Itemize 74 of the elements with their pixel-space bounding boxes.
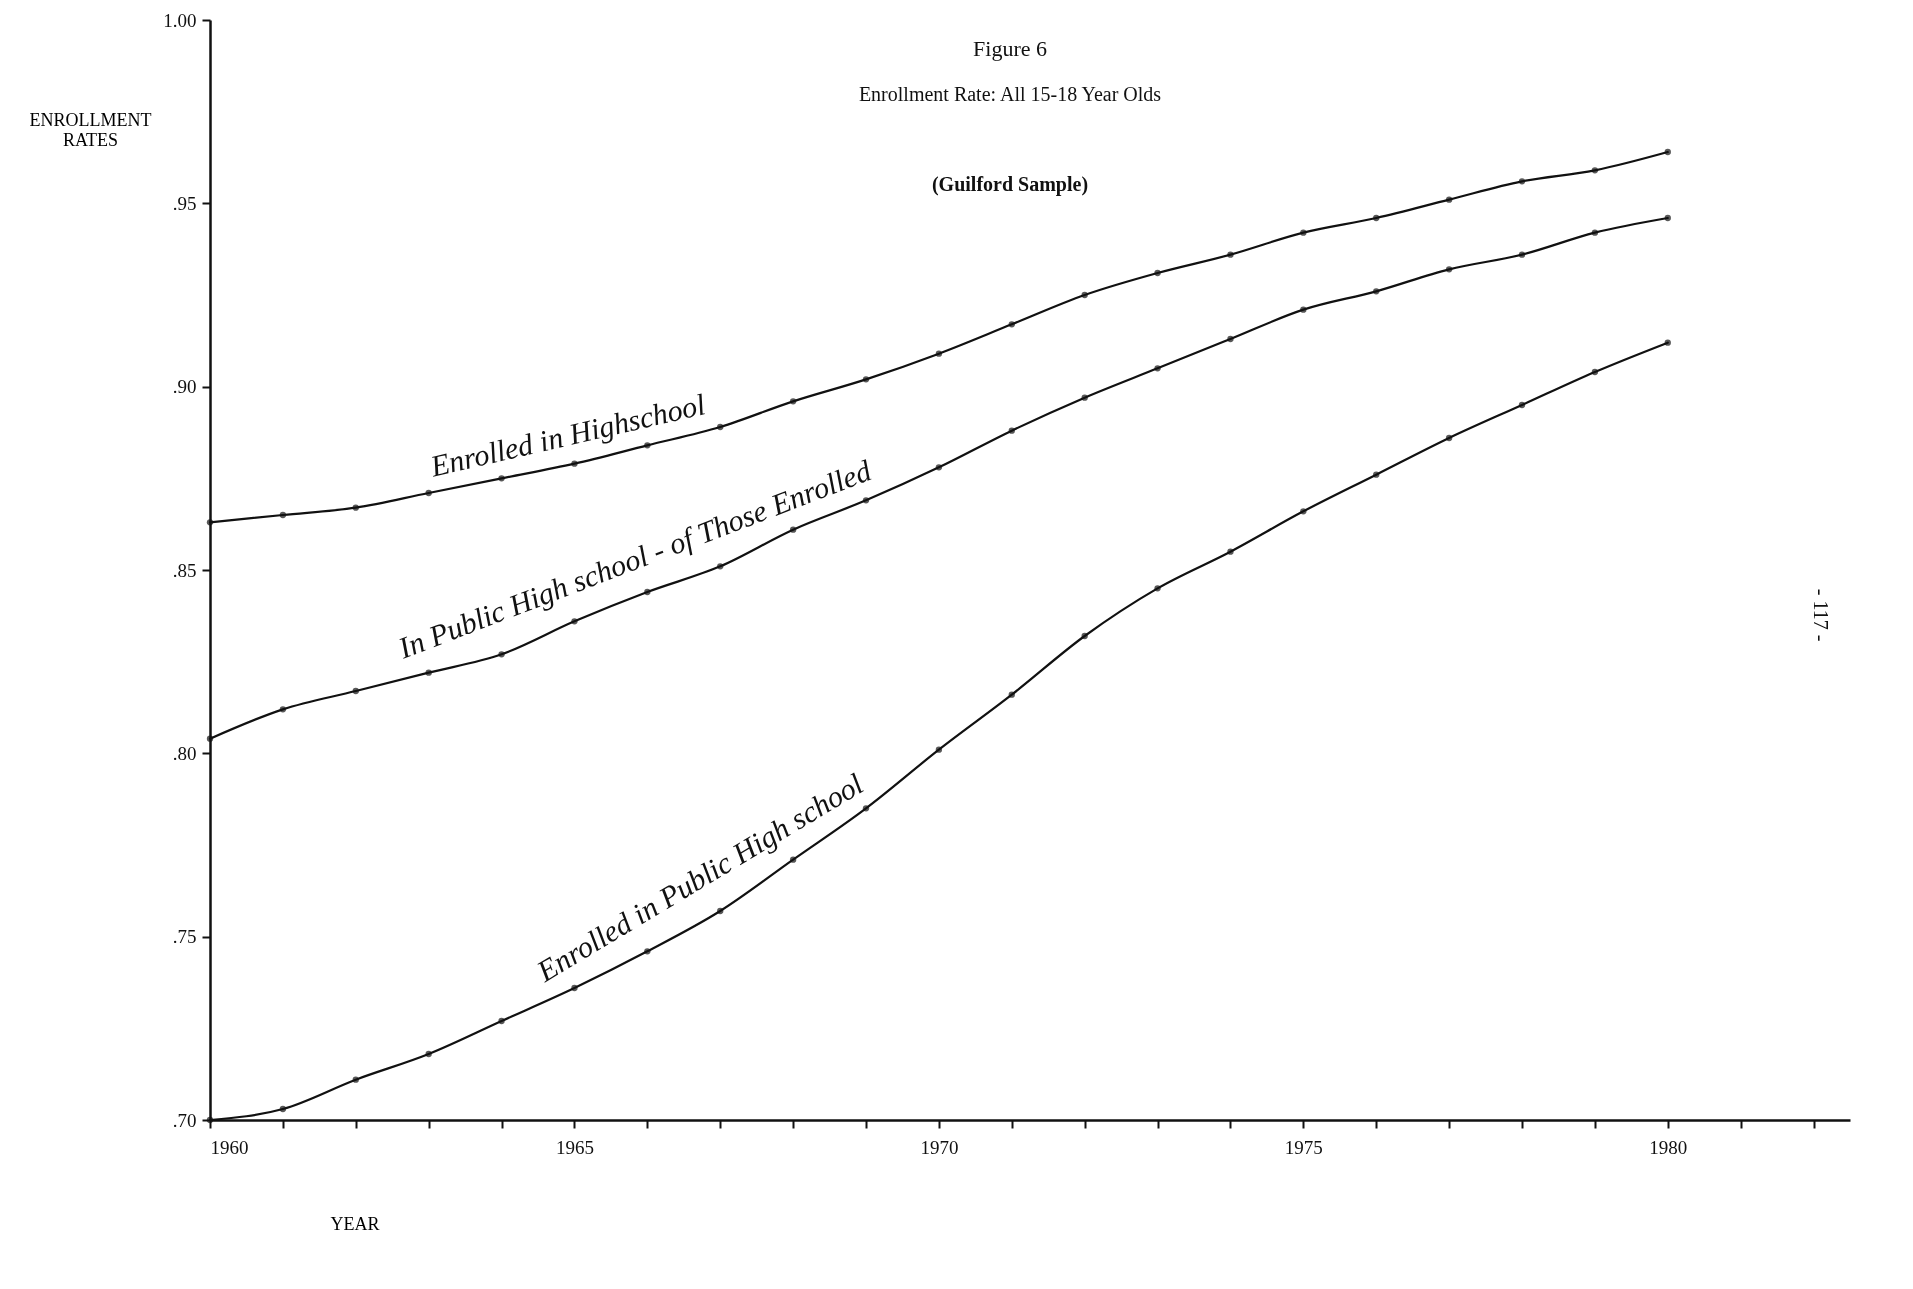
point: [425, 489, 432, 497]
point: [1591, 167, 1599, 174]
point: [1008, 427, 1015, 434]
point: [1664, 148, 1671, 156]
point: [1227, 335, 1234, 343]
point: [717, 423, 724, 431]
point: [279, 511, 287, 519]
point: [1445, 434, 1453, 442]
x-tick-label: 1965: [555, 1136, 594, 1158]
text: Figure 6: [973, 36, 1047, 61]
y-tick-label: .85: [172, 559, 197, 581]
point: [644, 948, 651, 955]
point: [1154, 365, 1161, 372]
point: [789, 398, 797, 405]
point: [1445, 266, 1453, 273]
y-tick-label: .80: [172, 742, 197, 764]
point: [206, 519, 214, 526]
point: [1008, 691, 1015, 698]
y-tick-label: .70: [172, 1109, 197, 1131]
point: [1664, 339, 1671, 346]
y-axis-title: ENROLLMENT RATES: [29, 109, 152, 150]
point: [1664, 214, 1671, 222]
point: [425, 1050, 432, 1058]
point: [1518, 251, 1526, 258]
point: [935, 746, 943, 753]
point: [1227, 251, 1234, 258]
point: [1518, 401, 1526, 409]
point: [352, 687, 359, 695]
point: [1300, 306, 1307, 313]
point: [352, 1076, 359, 1083]
point: [571, 618, 578, 625]
point: [279, 1105, 287, 1113]
point: [1373, 471, 1380, 478]
point: [571, 460, 578, 467]
point: [571, 984, 578, 992]
point: [717, 563, 724, 570]
point: [862, 376, 870, 383]
point: [1081, 394, 1088, 401]
point: [1518, 178, 1526, 185]
text: Enrollment Rate: All 15-18 Year Olds: [858, 83, 1162, 105]
y-tick-label: .90: [172, 376, 197, 398]
annotation: (Guilford Sample): [931, 173, 1089, 196]
point: [1373, 288, 1380, 295]
point: [1081, 291, 1088, 299]
x-tick-label: 1975: [1284, 1136, 1323, 1158]
point: [1227, 548, 1234, 555]
point: [206, 1116, 214, 1124]
point: [425, 669, 432, 676]
y-tick-label: .95: [172, 192, 197, 214]
point: [935, 350, 943, 357]
point: [498, 651, 505, 658]
point: [935, 464, 943, 471]
annotation: - 117 -: [1810, 588, 1832, 642]
point: [1154, 269, 1161, 277]
x-tick-label: 1970: [920, 1136, 959, 1158]
point: [1154, 585, 1161, 592]
x-tick-label: 1980: [1649, 1136, 1688, 1158]
point: [1591, 229, 1599, 236]
y-tick-label: .75: [172, 926, 197, 948]
point: [1081, 632, 1088, 640]
point: [498, 1017, 505, 1025]
point: [789, 526, 797, 533]
x-axis-title: YEAR: [330, 1213, 380, 1234]
y-tick-label: 1.00: [163, 9, 197, 31]
x-tick-label: 1960: [210, 1136, 249, 1158]
point: [1445, 196, 1453, 203]
point: [1591, 368, 1599, 376]
point: [206, 735, 214, 742]
point: [1373, 214, 1380, 222]
point: [1008, 321, 1015, 328]
point: [279, 706, 287, 713]
point: [1300, 508, 1307, 515]
point: [352, 504, 359, 511]
point: [1300, 229, 1307, 236]
